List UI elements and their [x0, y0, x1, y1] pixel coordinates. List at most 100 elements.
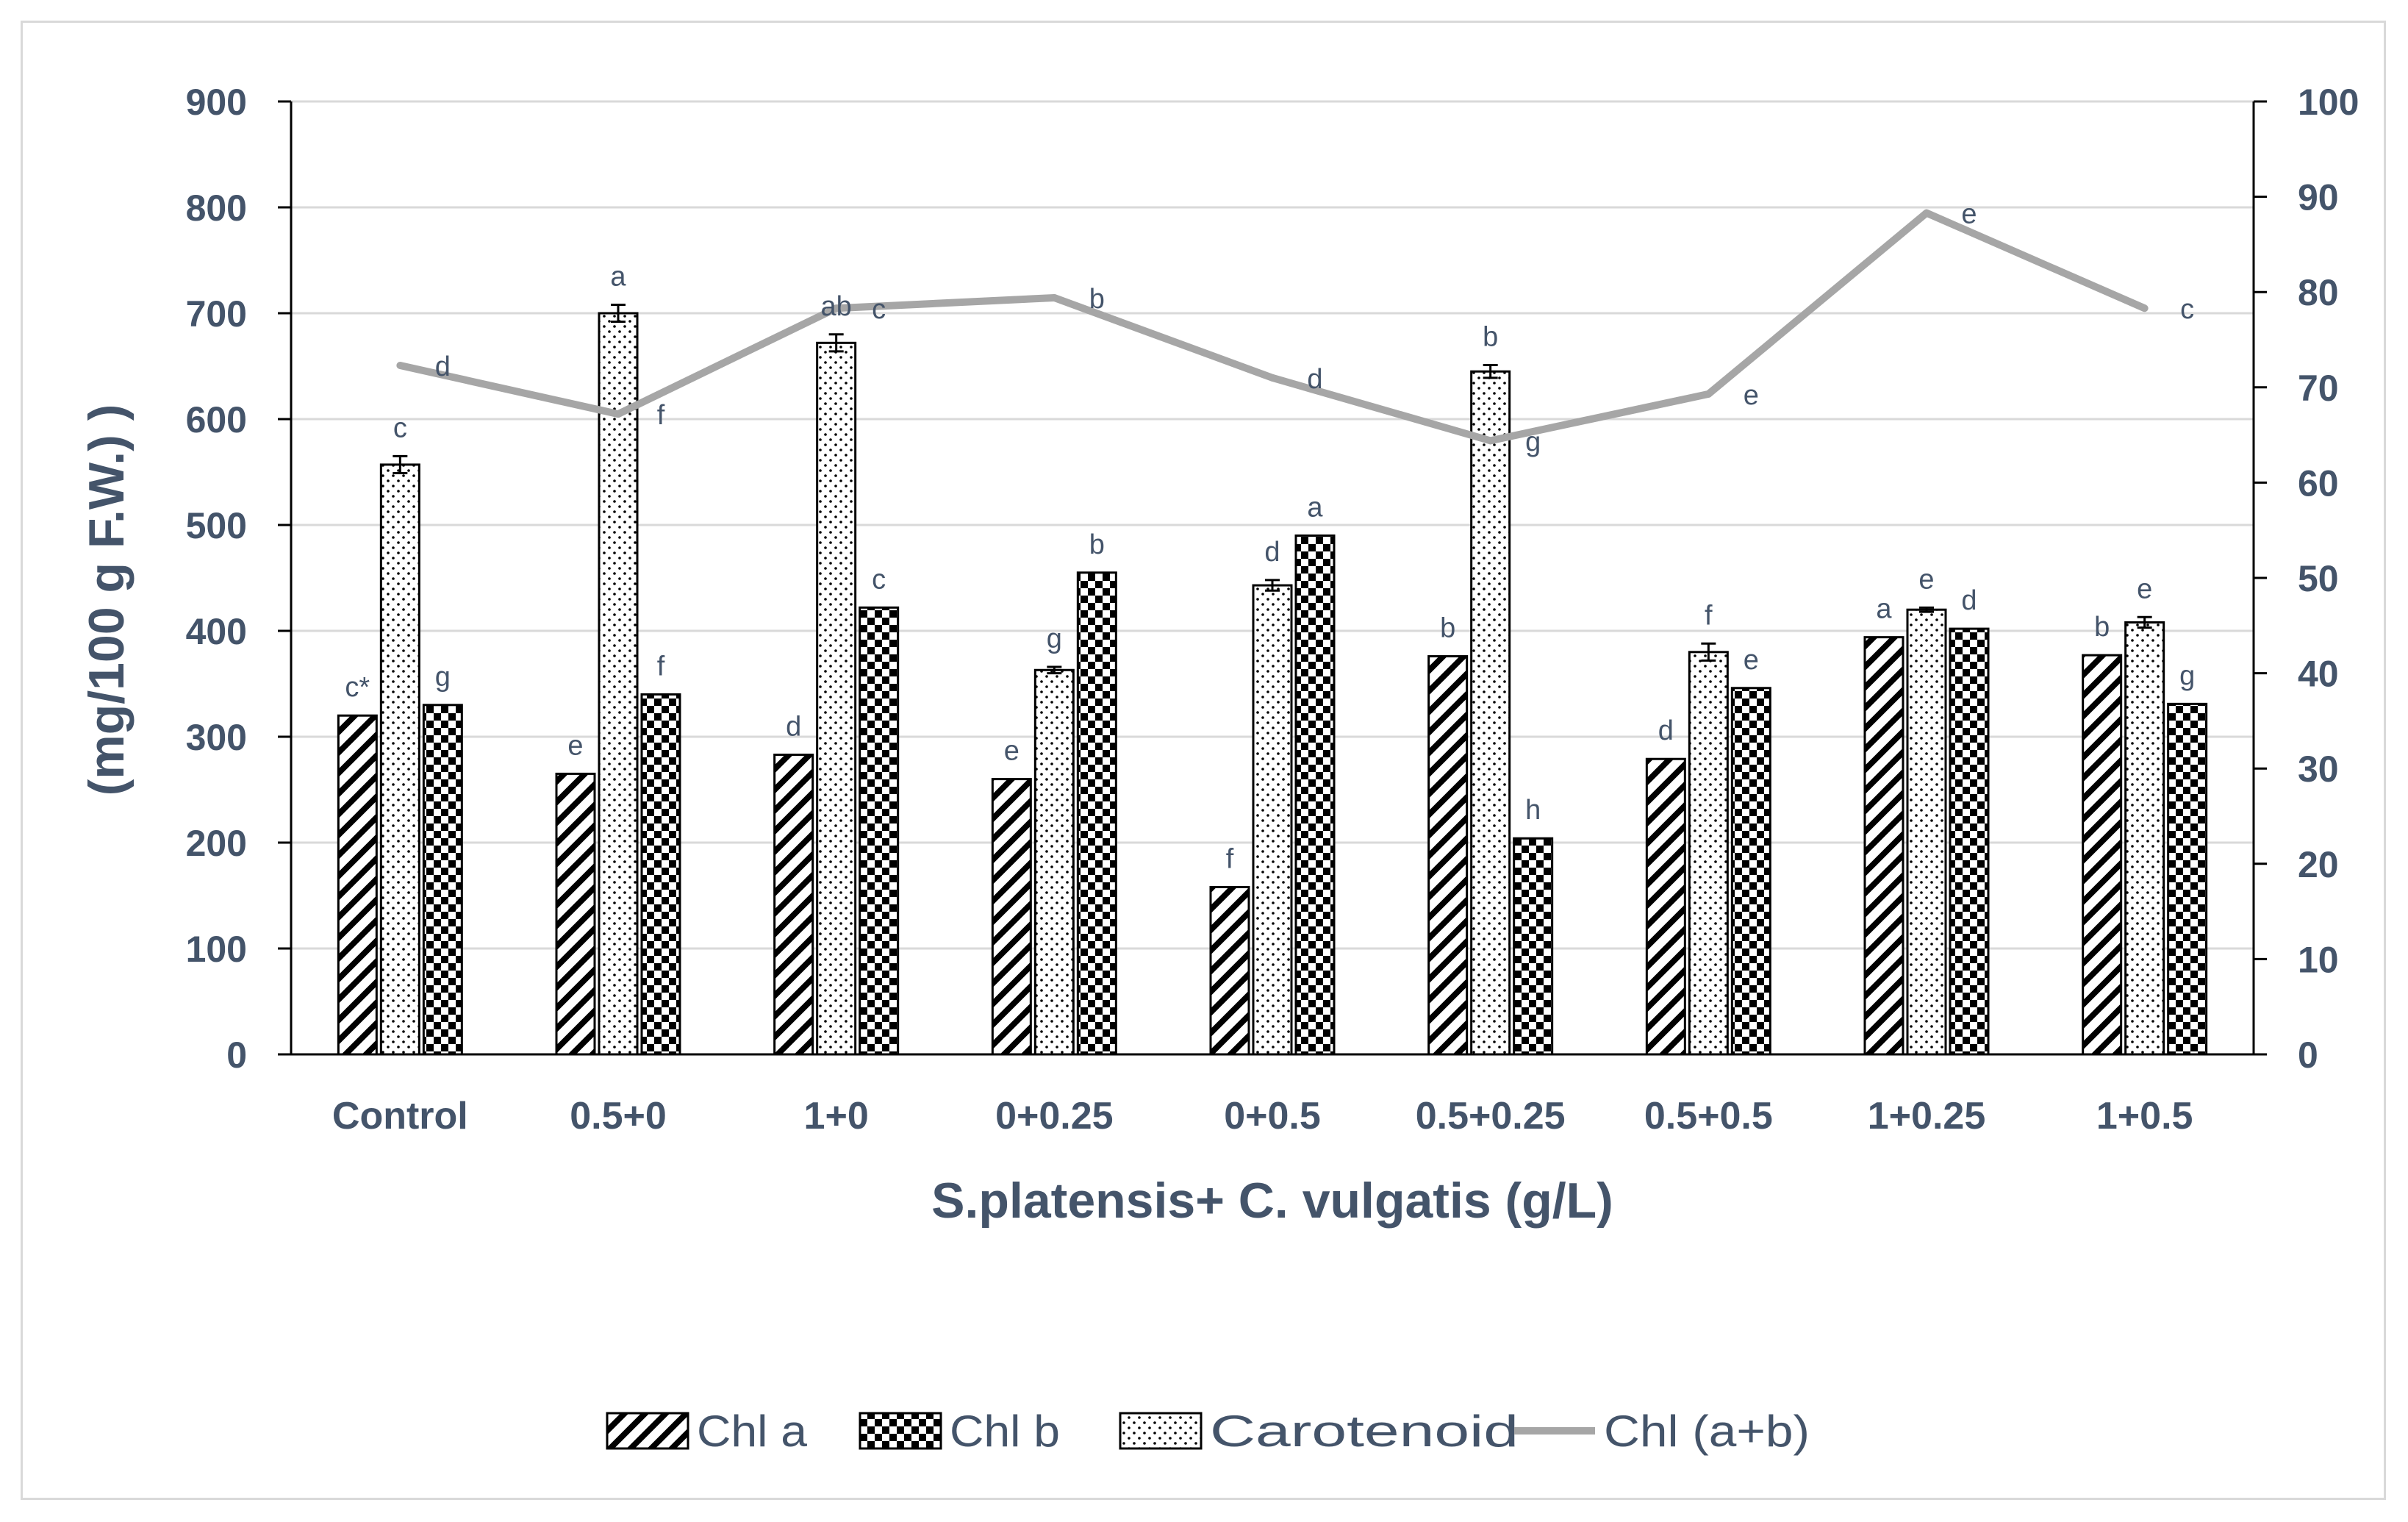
bar — [1906, 608, 1947, 1056]
x-tick-label: 0+0.5 — [1224, 1095, 1321, 1137]
significance-letter: a — [1876, 594, 1892, 625]
x-tick-label: 0.5+0.25 — [1416, 1095, 1566, 1137]
significance-letter: b — [1440, 613, 1455, 644]
line-point — [396, 361, 404, 369]
y2-tick-label: 40 — [2298, 654, 2339, 695]
line-point — [1486, 437, 1494, 445]
line-significance-letter: c — [2180, 294, 2194, 325]
line-significance-letter: d — [1307, 364, 1322, 395]
line-point — [832, 304, 840, 312]
y2-tick-label: 20 — [2298, 844, 2339, 885]
bar — [2082, 654, 2123, 1056]
line-point — [614, 410, 622, 418]
bar — [1252, 584, 1293, 1056]
bar — [1427, 655, 1469, 1056]
y-tick-label: 900 — [186, 82, 247, 123]
significance-letter: c* — [345, 672, 370, 703]
line-significance-letter: f — [657, 400, 665, 431]
bar — [773, 753, 814, 1056]
bar — [991, 778, 1032, 1056]
line-significance-letter: c — [872, 294, 886, 325]
y-tick-label: 400 — [186, 611, 247, 652]
y2-tick-label: 90 — [2298, 177, 2339, 218]
significance-letter: h — [1525, 795, 1541, 826]
legend-label: Chl a — [697, 1407, 808, 1456]
bar — [2167, 702, 2208, 1056]
bar — [2124, 621, 2165, 1056]
y-tick-label: 100 — [186, 929, 247, 970]
y2-tick-label: 10 — [2298, 939, 2339, 980]
legend-item: Chl b — [859, 1407, 1060, 1456]
x-tick-label: 1+0.5 — [2096, 1095, 2193, 1137]
legend-label: Carotenoid — [1210, 1407, 1519, 1456]
y2-tick-label: 70 — [2298, 368, 2339, 409]
bar — [1688, 651, 1729, 1056]
bar — [379, 463, 420, 1056]
legend-label: Chl (a+b) — [1604, 1407, 1810, 1456]
y2-tick-label: 50 — [2298, 558, 2339, 599]
y-tick-label: 700 — [186, 293, 247, 335]
line-significance-letter: b — [1089, 284, 1105, 315]
x-tick-label: Control — [332, 1095, 468, 1137]
bar — [1294, 534, 1336, 1056]
bar — [1033, 668, 1075, 1056]
bar — [555, 772, 596, 1056]
y-tick-label: 200 — [186, 823, 247, 864]
significance-letter: d — [1264, 537, 1280, 568]
significance-letter: g — [2179, 660, 2195, 691]
legend-item: Carotenoid — [1119, 1407, 1519, 1456]
significance-letter: e — [567, 730, 583, 761]
y-tick-label: 800 — [186, 187, 247, 229]
y2-tick-label: 60 — [2298, 462, 2339, 504]
significance-letter: c — [872, 564, 886, 595]
bar — [1076, 571, 1117, 1056]
line-point — [1705, 390, 1713, 398]
line-significance-letter: g — [1525, 426, 1541, 457]
line-point — [1269, 374, 1276, 382]
significance-letter: g — [1047, 624, 1062, 654]
y2-tick-label: 100 — [2298, 82, 2359, 123]
significance-letter: b — [1483, 322, 1498, 353]
significance-letter: b — [2094, 612, 2110, 643]
line-point — [1050, 293, 1058, 301]
bar — [1470, 370, 1511, 1056]
significance-letter: c — [393, 412, 407, 443]
y-axis-title: (mg/100 g F.W.) ) — [79, 404, 135, 796]
y2-tick-label: 30 — [2298, 749, 2339, 790]
significance-letter: d — [1658, 715, 1674, 746]
significance-letter: e — [1004, 736, 1020, 767]
bar — [1730, 687, 1771, 1056]
y-tick-label: 600 — [186, 399, 247, 440]
line-significance-letter: d — [435, 351, 451, 382]
line-significance-letter: e — [1961, 199, 1977, 230]
bar — [1949, 627, 1990, 1056]
legend-item: Chl (a+b) — [1514, 1407, 1810, 1456]
bar — [640, 693, 681, 1056]
line-significance-letter: e — [1744, 380, 1759, 411]
bar — [422, 704, 463, 1056]
legend-label: Chl b — [950, 1407, 1060, 1456]
significance-letter: f — [1705, 600, 1713, 631]
y-tick-label: 500 — [186, 505, 247, 546]
x-tick-label: 1+0.25 — [1868, 1095, 1986, 1137]
x-tick-label: 0+0.25 — [995, 1095, 1114, 1137]
bar — [598, 312, 639, 1056]
bar — [337, 714, 378, 1056]
legend-item: Chl a — [606, 1407, 808, 1456]
significance-letter: g — [435, 662, 451, 693]
significance-letter: a — [1307, 492, 1323, 523]
bar — [1513, 837, 1554, 1056]
legend-swatch — [606, 1412, 689, 1450]
significance-letter: f — [657, 651, 665, 682]
significance-letter: e — [2137, 574, 2152, 604]
y-tick-label: 300 — [186, 717, 247, 758]
line-point — [2140, 304, 2149, 312]
significance-letter: d — [786, 711, 801, 742]
significance-letter: ab — [821, 291, 852, 322]
significance-letter: a — [610, 261, 626, 292]
y-tick-label: 0 — [226, 1035, 247, 1076]
y2-tick-label: 80 — [2298, 272, 2339, 313]
x-tick-label: 1+0 — [804, 1095, 869, 1137]
line-point — [1923, 209, 1930, 217]
